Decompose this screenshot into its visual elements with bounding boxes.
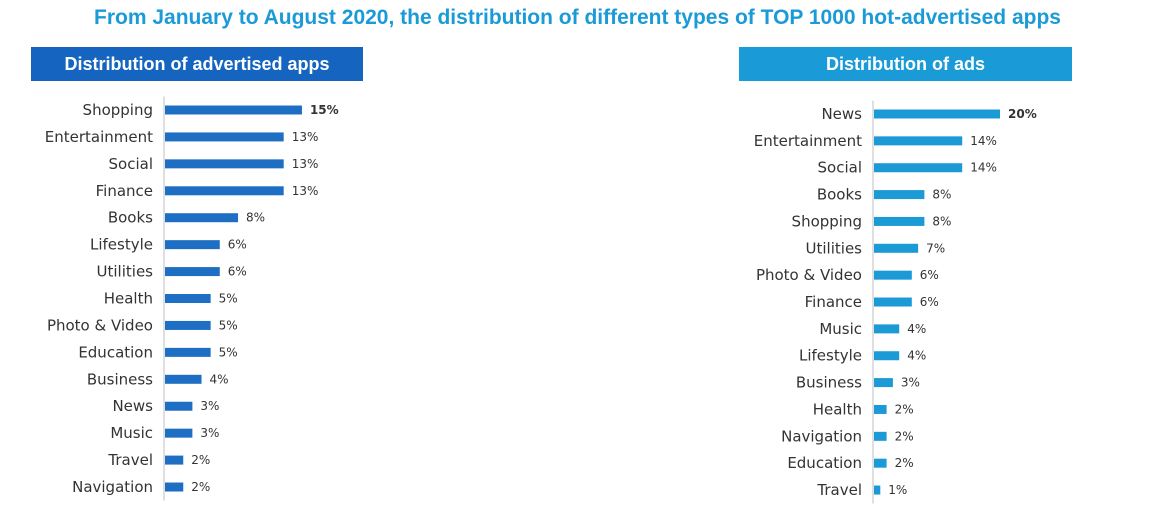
- left-value-label: 2%: [191, 480, 210, 494]
- left-category-label: Travel: [107, 451, 153, 469]
- right-category-label: Photo & Video: [756, 266, 862, 284]
- right-category-label: Navigation: [781, 427, 862, 445]
- left-bar: [165, 105, 302, 115]
- left-bar: [165, 240, 220, 250]
- right-value-label: 6%: [920, 295, 939, 309]
- right-bar: [874, 458, 887, 468]
- right-category-label: News: [821, 105, 862, 123]
- right-bar: [874, 297, 912, 307]
- left-bar: [165, 294, 211, 304]
- right-bar: [874, 163, 963, 173]
- right-value-label: 1%: [888, 483, 907, 497]
- right-bar: [874, 324, 900, 334]
- right-category-label: Social: [818, 159, 862, 177]
- left-category-label: Photo & Video: [47, 316, 153, 334]
- left-value-label: 5%: [219, 318, 238, 332]
- left-category-label: Entertainment: [45, 128, 153, 146]
- right-panel-header: Distribution of ads: [739, 47, 1072, 81]
- right-category-label: Entertainment: [754, 132, 862, 150]
- right-category-label: Utilities: [806, 239, 863, 257]
- left-category-label: Lifestyle: [90, 236, 153, 254]
- right-bar: [874, 136, 963, 146]
- left-value-label: 2%: [191, 453, 210, 467]
- left-category-label: Health: [104, 290, 153, 308]
- right-category-label: Shopping: [792, 212, 862, 230]
- left-value-label: 6%: [228, 238, 247, 252]
- right-bar: [874, 243, 919, 253]
- right-bar: [874, 270, 912, 280]
- right-category-label: Books: [817, 186, 862, 204]
- right-value-label: 8%: [932, 188, 951, 202]
- right-category-label: Finance: [805, 293, 862, 311]
- right-category-label: Travel: [816, 481, 862, 499]
- left-bar: [165, 213, 239, 223]
- right-category-label: Music: [819, 320, 862, 338]
- left-category-label: Social: [109, 155, 153, 173]
- left-bar: [165, 428, 193, 438]
- right-value-label: 14%: [970, 134, 997, 148]
- right-bar: [874, 485, 881, 495]
- left-bar: [165, 267, 220, 277]
- left-value-label: 15%: [310, 103, 339, 117]
- chart-title: From January to August 2020, the distrib…: [94, 6, 1061, 29]
- right-category-label: Education: [787, 454, 862, 472]
- left-value-label: 6%: [228, 265, 247, 279]
- left-category-label: Shopping: [83, 101, 153, 119]
- right-value-label: 7%: [926, 241, 945, 255]
- right-category-label: Lifestyle: [799, 347, 862, 365]
- left-category-label: Utilities: [97, 263, 154, 281]
- right-value-label: 20%: [1008, 107, 1037, 121]
- right-value-label: 6%: [920, 268, 939, 282]
- right-value-label: 4%: [907, 322, 926, 336]
- left-value-label: 13%: [292, 184, 319, 198]
- right-value-label: 2%: [895, 402, 914, 416]
- left-value-label: 8%: [246, 211, 265, 225]
- left-bar: [165, 455, 184, 465]
- right-value-label: 2%: [895, 456, 914, 470]
- right-value-label: 2%: [895, 429, 914, 443]
- left-panel-header: Distribution of advertised apps: [31, 47, 363, 81]
- left-value-label: 4%: [210, 372, 229, 386]
- left-category-label: Navigation: [72, 478, 153, 496]
- left-category-label: Music: [110, 424, 153, 442]
- right-value-label: 14%: [970, 161, 997, 175]
- right-bar: [874, 109, 1000, 119]
- left-bar: [165, 320, 211, 330]
- right-value-label: 4%: [907, 349, 926, 363]
- left-bar: [165, 374, 202, 384]
- left-bar: [165, 347, 211, 357]
- left-category-label: Business: [87, 370, 153, 388]
- left-category-label: Books: [108, 209, 153, 227]
- left-value-label: 3%: [200, 426, 219, 440]
- left-bar: [165, 132, 284, 142]
- left-category-label: Education: [78, 343, 153, 361]
- left-value-label: 13%: [292, 157, 319, 171]
- right-bar: [874, 351, 900, 361]
- right-bar: [874, 431, 887, 441]
- right-bar: [874, 378, 893, 388]
- left-value-label: 3%: [200, 399, 219, 413]
- right-value-label: 8%: [932, 214, 951, 228]
- left-value-label: 5%: [219, 292, 238, 306]
- left-value-label: 5%: [219, 345, 238, 359]
- left-bar: [165, 482, 184, 492]
- right-bar: [874, 190, 925, 200]
- left-category-label: News: [112, 397, 153, 415]
- left-value-label: 13%: [292, 130, 319, 144]
- right-bar: [874, 404, 887, 414]
- left-bar: [165, 186, 284, 196]
- left-bar: [165, 159, 284, 169]
- right-bar: [874, 216, 925, 226]
- right-value-label: 3%: [901, 376, 920, 390]
- right-category-label: Health: [813, 400, 862, 418]
- left-category-label: Finance: [96, 182, 153, 200]
- left-bar: [165, 401, 193, 411]
- right-category-label: Business: [796, 374, 862, 392]
